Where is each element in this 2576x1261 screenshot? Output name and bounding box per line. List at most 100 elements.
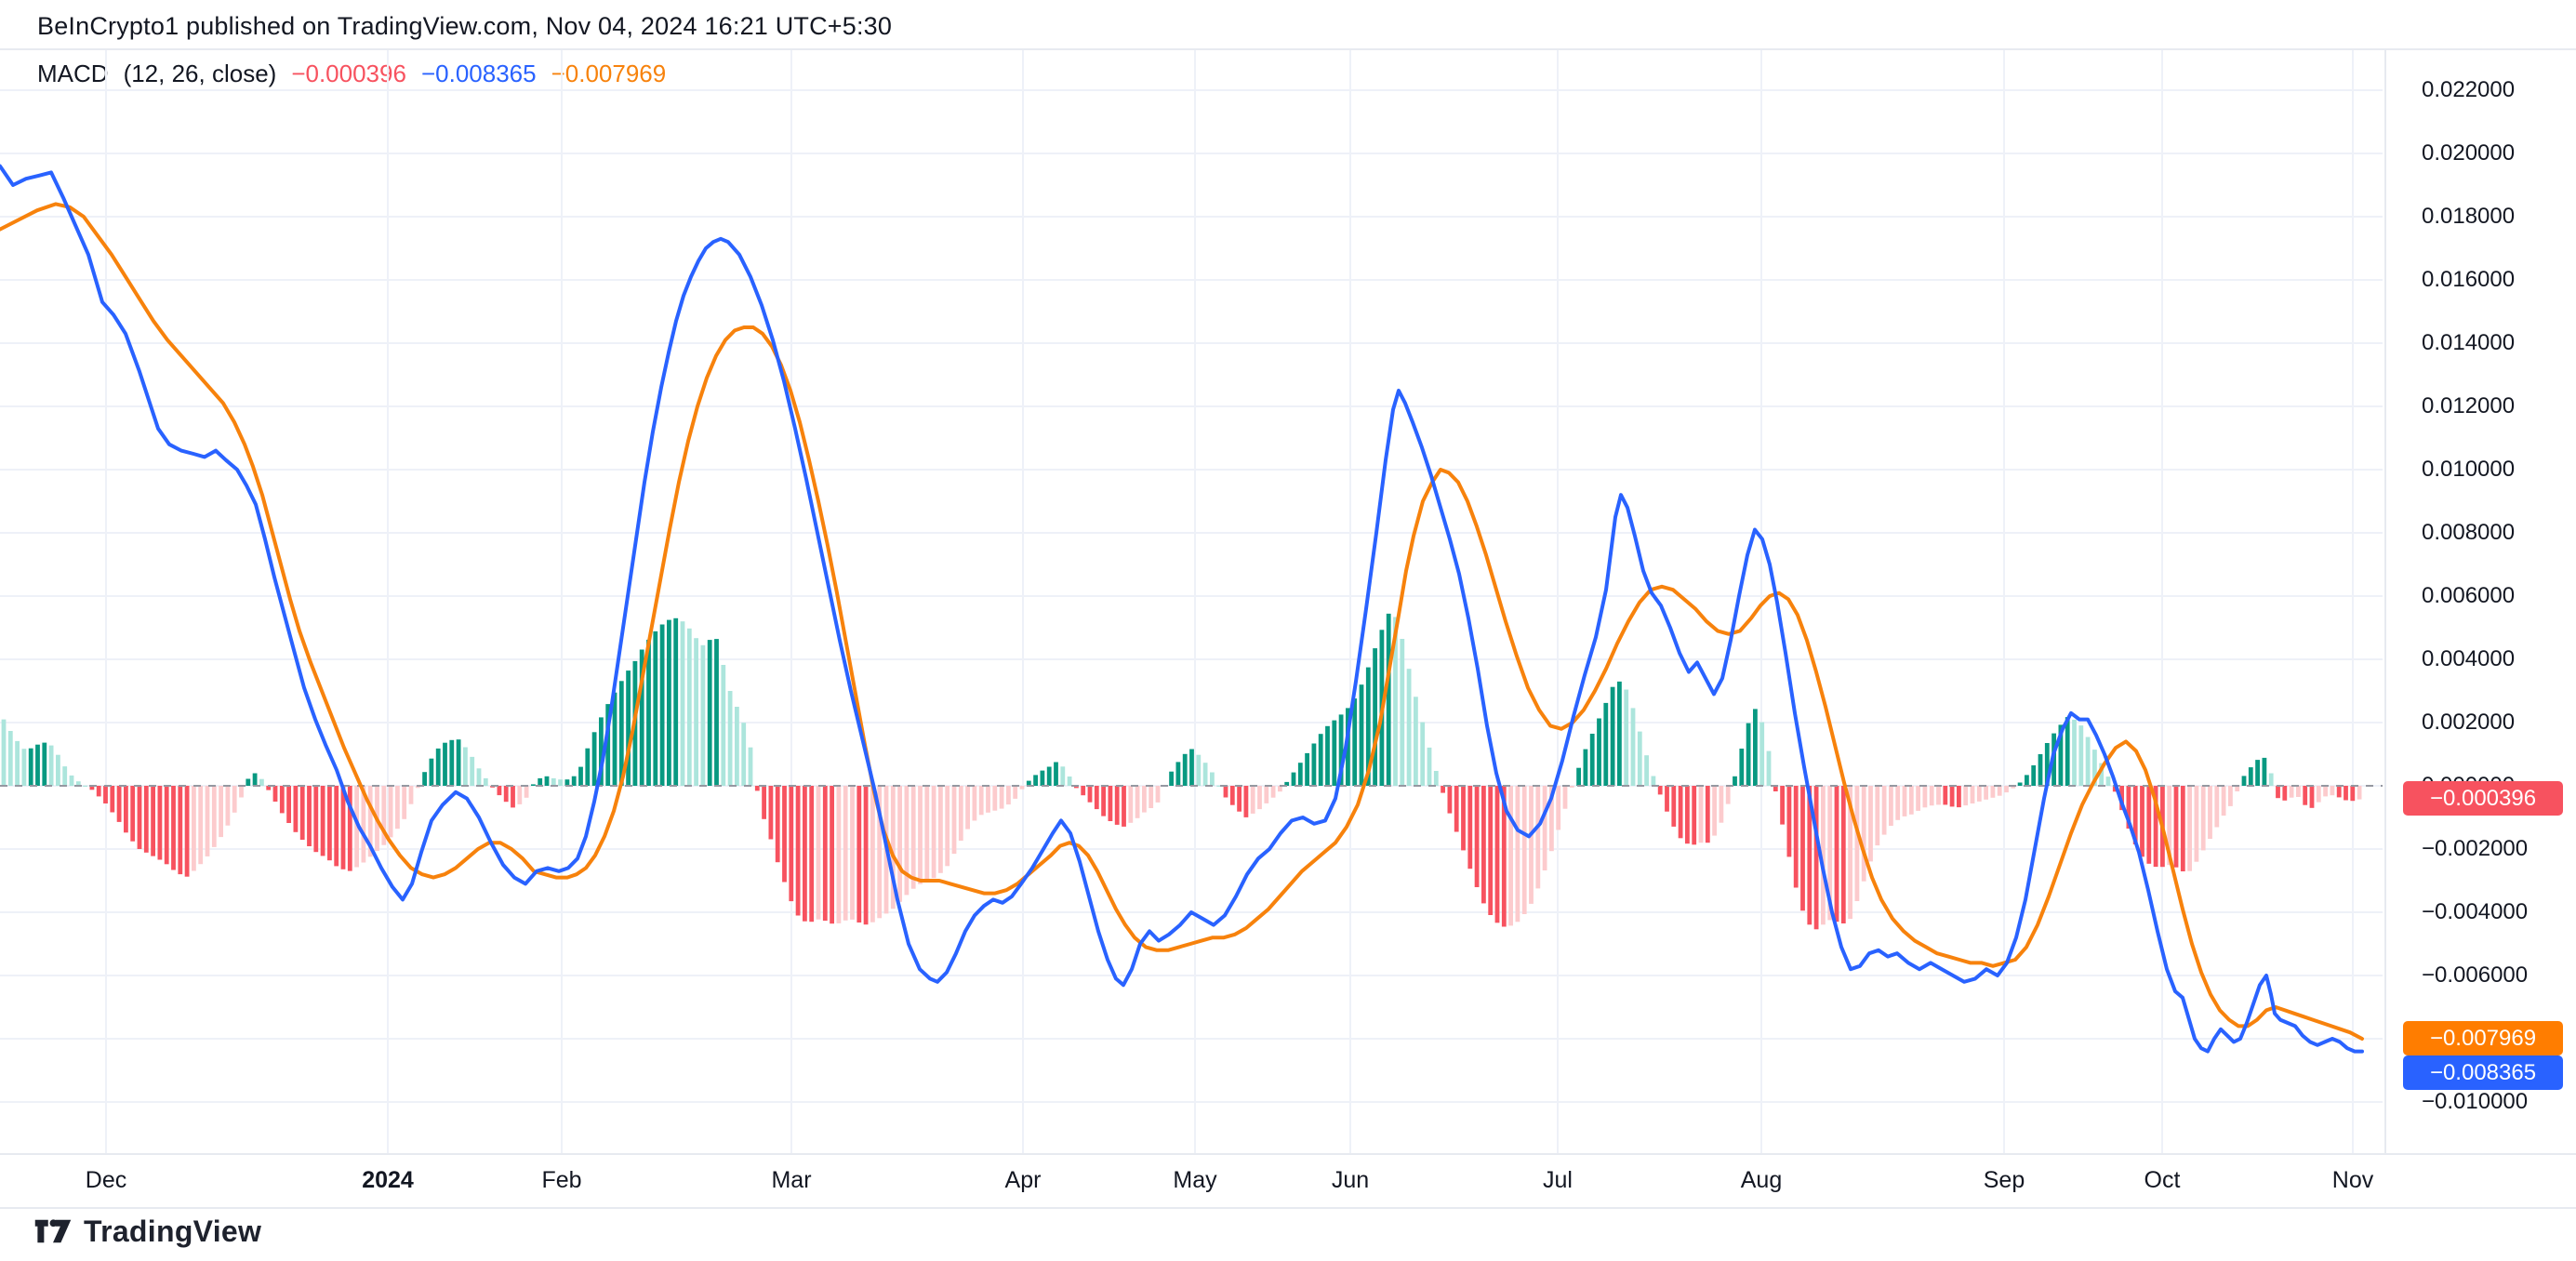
- histogram-bar: [2140, 786, 2144, 857]
- histogram-bar: [1712, 786, 1717, 836]
- histogram-bar: [1359, 684, 1364, 786]
- histogram-bar: [381, 786, 387, 845]
- histogram-bar: [15, 740, 20, 786]
- histogram-bar: [2004, 786, 2009, 793]
- histogram-bar: [1881, 786, 1887, 835]
- histogram-bar: [1291, 772, 1296, 786]
- histogram-bar: [1414, 697, 1418, 786]
- y-axis-label: 0.018000: [2422, 204, 2516, 229]
- histogram-bar: [443, 742, 447, 786]
- y-axis-label: 0.002000: [2422, 710, 2516, 735]
- histogram-bar: [1854, 786, 1860, 901]
- histogram-bar: [1257, 786, 1262, 810]
- histogram-bar: [1949, 786, 1955, 807]
- histogram-bar: [219, 786, 223, 838]
- histogram-bar: [918, 786, 923, 884]
- histogram-bar: [1868, 786, 1873, 862]
- histogram-bar: [578, 766, 583, 786]
- histogram-bar: [1332, 720, 1337, 786]
- histogram-bar: [2126, 786, 2131, 829]
- histogram-bar: [551, 777, 556, 786]
- histogram-bar: [192, 786, 196, 871]
- histogram-bar: [1976, 786, 1982, 802]
- histogram-bar: [124, 786, 128, 833]
- gridlines: [0, 48, 2383, 1153]
- histogram-bar: [456, 739, 461, 786]
- tradingview-watermark[interactable]: TradingView: [33, 1212, 261, 1251]
- histogram-bar: [69, 775, 74, 786]
- chart-pane[interactable]: [0, 48, 2576, 1153]
- time-axis-label-feb: Feb: [541, 1167, 582, 1193]
- histogram-bar: [2276, 786, 2280, 799]
- time-axis-label-oct: Oct: [2144, 1167, 2181, 1193]
- histogram-bar: [1243, 786, 1249, 817]
- histogram-bar: [1013, 786, 1018, 799]
- histogram-bar: [978, 786, 984, 816]
- histogram-bar: [1169, 771, 1174, 786]
- histogram-bar: [958, 786, 963, 841]
- histogram-bar: [2309, 786, 2315, 808]
- histogram-bar: [2099, 763, 2105, 786]
- histogram-bar: [511, 786, 515, 808]
- histogram-bar: [809, 786, 815, 923]
- histogram-bar: [1060, 766, 1066, 786]
- histogram-bar: [2017, 782, 2023, 786]
- histogram-bar: [1895, 786, 1901, 820]
- histogram-bar: [2078, 725, 2084, 786]
- histogram-bar: [361, 786, 366, 863]
- histogram-bar: [1101, 786, 1106, 816]
- histogram-bar: [7, 731, 13, 786]
- histogram-bar: [538, 777, 543, 786]
- histogram-bar: [320, 786, 325, 856]
- histogram-bar: [1610, 686, 1615, 786]
- histogram-bar: [748, 747, 753, 786]
- histogram-bar: [1780, 786, 1785, 825]
- y-axis-label: −0.004000: [2422, 899, 2529, 924]
- histogram-bar: [1569, 786, 1574, 788]
- histogram-bar: [205, 786, 210, 856]
- histogram-bar: [1733, 776, 1737, 786]
- histogram-bar: [21, 749, 27, 786]
- indicator-legend-row[interactable]: MACD (12, 26, close) −0.000396 −0.008365…: [37, 60, 666, 88]
- macd-plot-svg[interactable]: [0, 48, 2576, 1153]
- histogram-bar: [1984, 786, 1988, 800]
- histogram-bar: [2296, 786, 2301, 797]
- histogram-bar: [327, 786, 332, 861]
- histogram-bar: [686, 628, 692, 786]
- histogram-bar: [1074, 786, 1079, 789]
- watermark-label: TradingView: [84, 1214, 262, 1248]
- histogram-bar: [279, 786, 285, 814]
- time-scale[interactable]: Dec 2024 Feb Mar Apr May Jun Jul Aug Sep Oct Nov: [0, 1153, 2576, 1209]
- histogram-bar: [986, 786, 990, 813]
- histogram-bar: [232, 786, 237, 813]
- histogram-bar: [1400, 639, 1405, 786]
- histogram-bar: [171, 786, 176, 870]
- time-axis-label-sep: Sep: [1983, 1167, 2025, 1193]
- histogram-bar: [972, 786, 977, 821]
- y-axis-label: 0.008000: [2422, 520, 2516, 545]
- histogram-bar: [1997, 786, 2002, 796]
- histogram-bar: [564, 779, 570, 786]
- macd-histogram: [1, 613, 2362, 930]
- histogram-bar: [449, 739, 455, 786]
- histogram-bar: [1216, 785, 1222, 787]
- histogram-bar: [313, 786, 319, 853]
- histogram-bar: [1081, 786, 1086, 796]
- histogram-bar: [2092, 750, 2097, 786]
- histogram-bar: [463, 747, 468, 786]
- histogram-bar: [1142, 786, 1147, 813]
- histogram-bar: [1494, 786, 1500, 923]
- histogram-bar: [483, 777, 488, 786]
- tradingview-logo-icon: [34, 1219, 72, 1243]
- histogram-bar: [408, 786, 414, 804]
- histogram-bar: [1603, 702, 1609, 786]
- y-axis-label: −0.010000: [2422, 1089, 2529, 1114]
- histogram-bar: [904, 786, 910, 896]
- histogram-bar: [354, 786, 359, 868]
- histogram-bar: [299, 786, 305, 840]
- histogram-bar: [1046, 766, 1052, 786]
- histogram-bar: [48, 745, 54, 786]
- histogram-bar: [75, 781, 81, 786]
- histogram-bar: [2214, 786, 2220, 828]
- histogram-bar: [2112, 786, 2118, 792]
